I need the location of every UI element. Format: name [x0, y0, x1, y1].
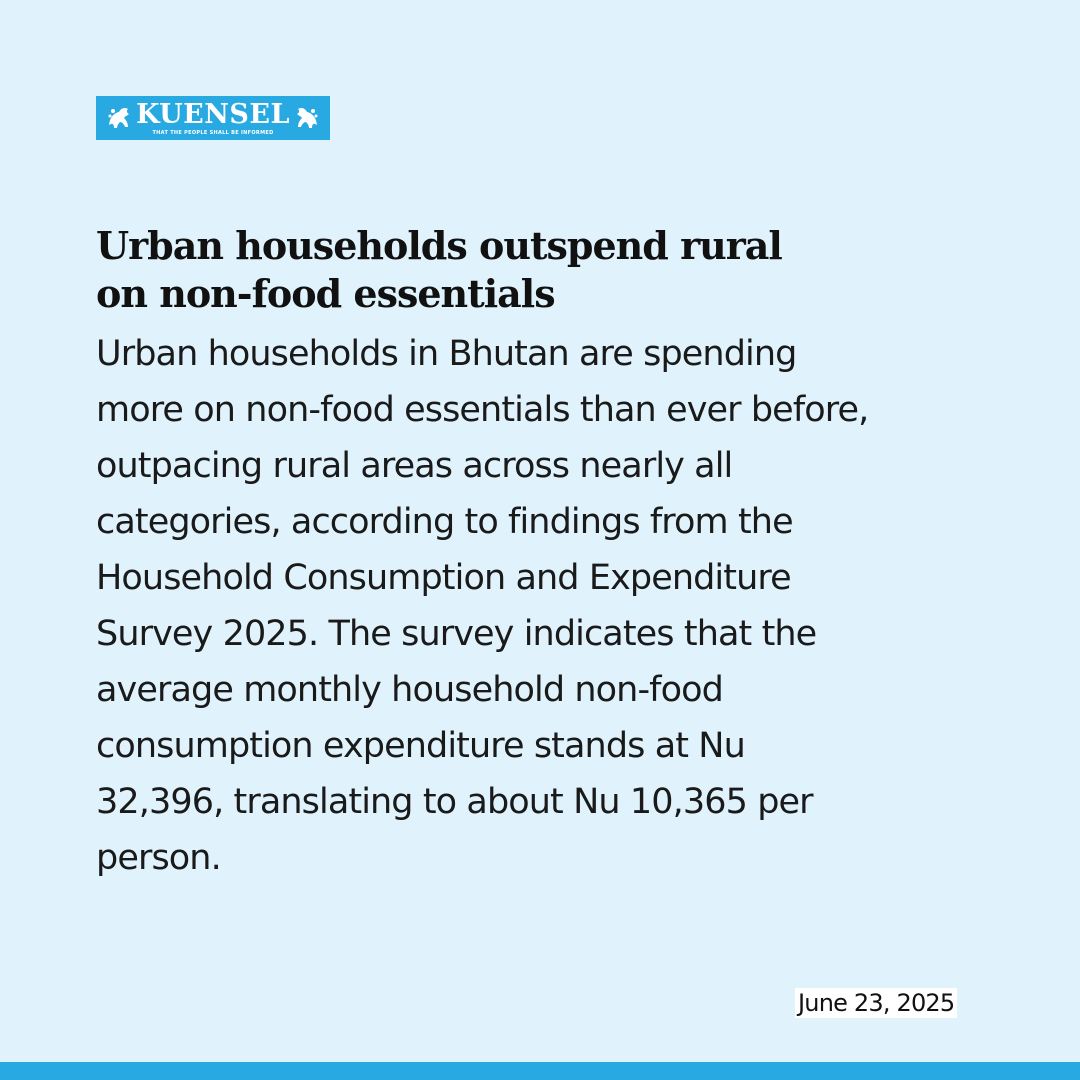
logo-name: KUENSEL — [136, 99, 290, 130]
snow-lion-left-icon — [108, 108, 130, 128]
article-body: Urban households in Bhutan are spending … — [96, 326, 996, 886]
logo-wordmark: KUENSEL THAT THE PEOPLE SHALL BE INFORME… — [136, 99, 290, 137]
logo-tagline: THAT THE PEOPLE SHALL BE INFORMED — [152, 130, 274, 136]
body-line: consumption expenditure stands at Nu — [96, 726, 746, 766]
headline-line: on non-food essentials — [96, 271, 556, 316]
body-line: Urban households in Bhutan are spending — [96, 334, 797, 374]
body-line: person. — [96, 838, 222, 878]
snow-lion-right-icon — [296, 108, 318, 128]
body-line: more on non-food essentials than ever be… — [96, 390, 869, 430]
kuensel-logo: KUENSEL THAT THE PEOPLE SHALL BE INFORME… — [96, 96, 330, 140]
body-line: Survey 2025. The survey indicates that t… — [96, 614, 817, 654]
body-line: 32,396, translating to about Nu 10,365 p… — [96, 782, 814, 822]
body-line: Household Consumption and Expenditure — [96, 558, 792, 598]
body-line: categories, according to findings from t… — [96, 502, 794, 542]
body-line: outpacing rural areas across nearly all — [96, 446, 733, 486]
publish-date: June 23, 2025 — [795, 988, 958, 1018]
headline-line: Urban households outspend rural — [96, 223, 783, 268]
headline: Urban households outspend rural on non-f… — [96, 222, 916, 318]
body-line: average monthly household non-food — [96, 670, 724, 710]
bottom-accent-bar — [0, 1062, 1080, 1080]
